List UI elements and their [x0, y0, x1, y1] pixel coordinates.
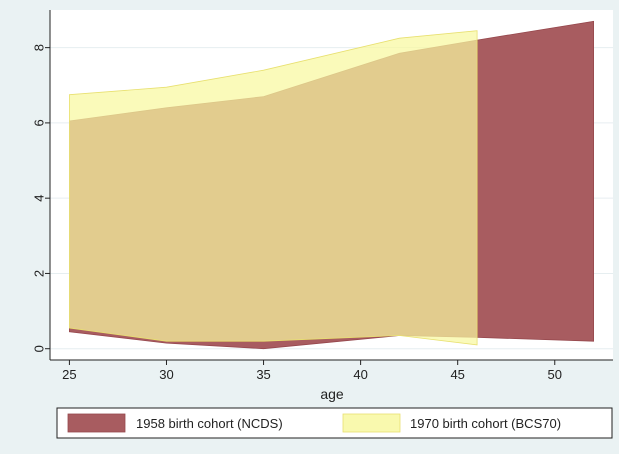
- area-series: [69, 20, 594, 350]
- x-tick-label-4: 45: [450, 367, 464, 382]
- x-tick-label-2: 35: [256, 367, 270, 382]
- legend-label-2: 1970 birth cohort (BCS70): [410, 416, 561, 431]
- x-tick-label-0: 25: [62, 367, 76, 382]
- x-tick-label-3: 40: [353, 367, 367, 382]
- y-tick-label-0: 0: [31, 345, 46, 352]
- y-tick-label-1: 2: [31, 270, 46, 277]
- y-tick-label-3: 6: [31, 119, 46, 126]
- y-tick-label-4: 8: [31, 44, 46, 51]
- y-tick-label-2: 4: [31, 195, 46, 202]
- legend-label-1: 1958 birth cohort (NCDS): [136, 416, 283, 431]
- x-tick-label-5: 50: [548, 367, 562, 382]
- legend-swatch-2: [342, 413, 401, 433]
- legend: 1958 birth cohort (NCDS) 1970 birth cohor…: [56, 407, 613, 439]
- x-axis-title: age: [320, 386, 344, 402]
- axes: 25 30 35 40 45 50 0 2 4 6 8: [31, 10, 613, 382]
- x-tick-label-1: 30: [159, 367, 173, 382]
- area-series-2: [69, 30, 478, 346]
- legend-box: [56, 407, 613, 439]
- legend-swatch-1: [67, 413, 126, 433]
